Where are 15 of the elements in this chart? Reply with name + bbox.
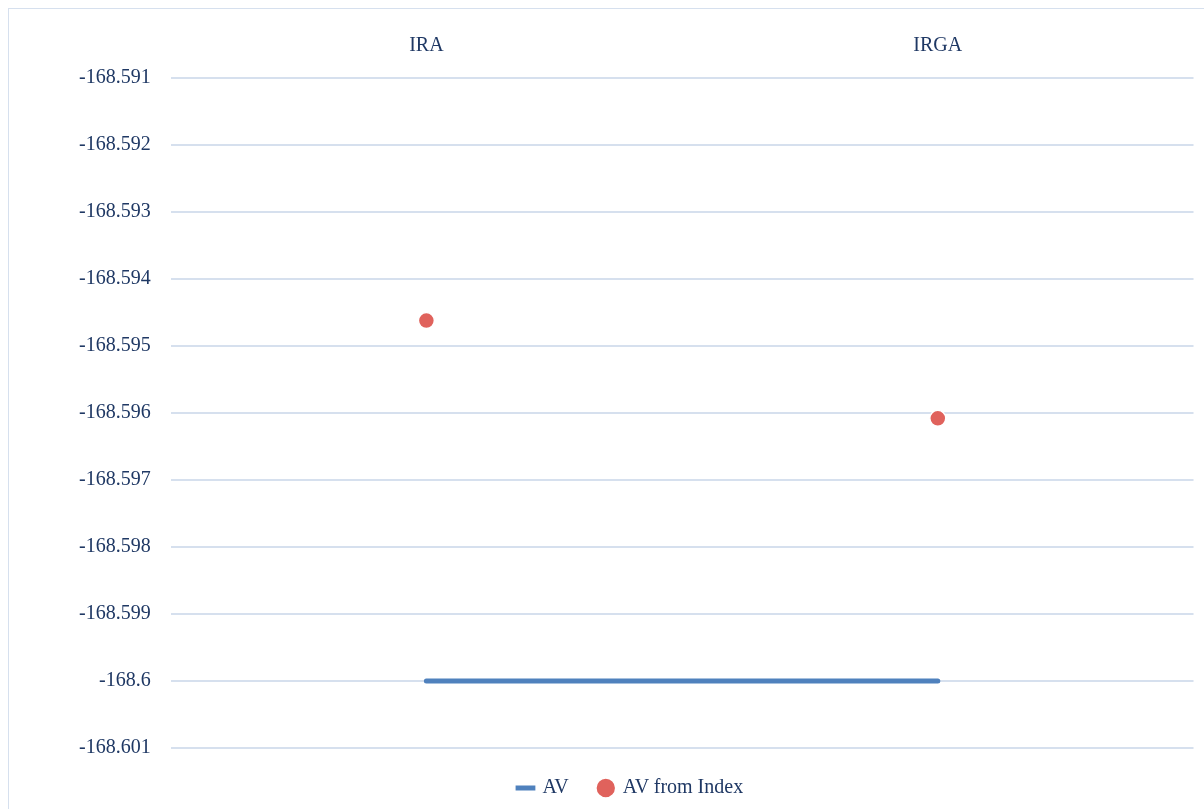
y-tick-label: -168.596 xyxy=(78,400,151,423)
y-tick-label: -168.601 xyxy=(78,735,151,758)
legend-label: AV xyxy=(542,775,570,798)
y-tick-label: -168.597 xyxy=(78,467,151,490)
y-tick-label: -168.593 xyxy=(78,199,151,222)
x-tick-label: IRA xyxy=(409,33,445,56)
y-tick-label: -168.592 xyxy=(78,132,151,155)
y-tick-label: -168.594 xyxy=(78,266,151,289)
y-tick-label: -168.595 xyxy=(78,333,151,356)
y-tick-label: -168.599 xyxy=(78,601,151,624)
y-tick-label: -168.598 xyxy=(78,534,151,557)
legend-label: AV from Index xyxy=(622,775,744,798)
x-tick-label: IRGA xyxy=(913,33,963,56)
y-tick-label: -168.591 xyxy=(78,65,151,88)
y-tick-label: -168.6 xyxy=(98,668,151,691)
